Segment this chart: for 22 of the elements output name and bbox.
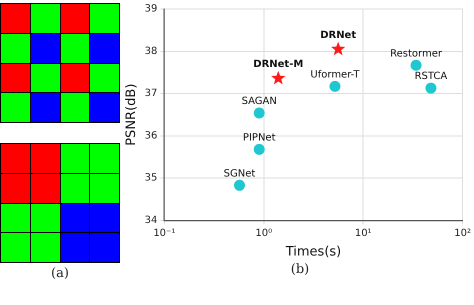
series-label: SAGAN <box>242 96 277 108</box>
text: (a) <box>50 266 70 281</box>
y-tick-label: 34 <box>144 214 158 226</box>
y-tick-label: 37 <box>144 88 158 100</box>
y-tick-label: 35 <box>144 172 158 184</box>
y-tick-label: 36 <box>144 130 158 142</box>
x-tick-label: 10⁻¹ <box>153 228 176 239</box>
series-label: Restormer <box>390 48 443 60</box>
series-label: PIPNet <box>242 132 276 144</box>
series-label: RSTCA <box>414 71 448 82</box>
text: (b) <box>290 262 310 277</box>
x-tick-label: 10¹ <box>354 228 372 239</box>
y-axis-title: PSNR(dB) <box>124 84 140 146</box>
series-label: DRNet <box>320 30 356 41</box>
series-label: DRNet-M <box>253 58 304 70</box>
x-tick-label: 10² <box>454 228 471 239</box>
y-tick-label: 38 <box>144 46 158 57</box>
series-label: Uformer-T <box>310 69 360 80</box>
series-label: SGNet <box>224 168 256 180</box>
x-tick-label: 10⁰ <box>255 228 272 239</box>
x-axis-title: Times(s) <box>284 244 342 260</box>
y-tick-label: 39 <box>144 4 158 15</box>
